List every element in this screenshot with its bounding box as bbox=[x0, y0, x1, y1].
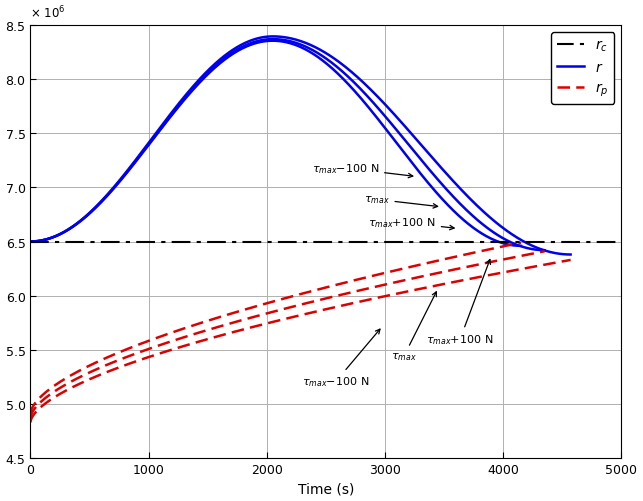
Text: $\tau_{max}$$+$100 N: $\tau_{max}$$+$100 N bbox=[368, 216, 454, 230]
Text: $\tau_{max}$$-$100 N: $\tau_{max}$$-$100 N bbox=[312, 162, 413, 178]
Text: $\tau_{max}$: $\tau_{max}$ bbox=[364, 194, 438, 209]
Legend: $r_c$, $r$, $r_p$: $r_c$, $r$, $r_p$ bbox=[551, 33, 615, 105]
Text: $\tau_{max}$$-$100 N: $\tau_{max}$$-$100 N bbox=[302, 330, 380, 388]
Text: $\tau_{max}$$+$100 N: $\tau_{max}$$+$100 N bbox=[426, 260, 494, 346]
X-axis label: Time (s): Time (s) bbox=[298, 481, 354, 495]
Text: $\tau_{max}$: $\tau_{max}$ bbox=[391, 292, 437, 363]
Text: $\times$ 10$^{6}$: $\times$ 10$^{6}$ bbox=[30, 5, 66, 22]
